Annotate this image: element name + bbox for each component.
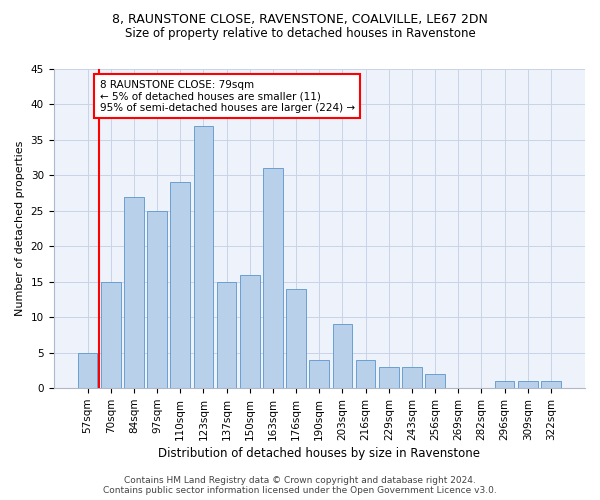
Bar [194,126,213,388]
Bar [495,381,514,388]
Bar [101,282,121,388]
Bar [147,211,167,388]
Bar [240,274,260,388]
Bar [124,196,144,388]
Text: Contains public sector information licensed under the Open Government Licence v3: Contains public sector information licen… [103,486,497,495]
Bar [356,360,376,388]
Text: Contains HM Land Registry data © Crown copyright and database right 2024.: Contains HM Land Registry data © Crown c… [124,476,476,485]
Bar [286,289,306,388]
Bar [263,168,283,388]
Bar [541,381,561,388]
Text: Size of property relative to detached houses in Ravenstone: Size of property relative to detached ho… [125,28,475,40]
Bar [217,282,236,388]
Text: 8 RAUNSTONE CLOSE: 79sqm
← 5% of detached houses are smaller (11)
95% of semi-de: 8 RAUNSTONE CLOSE: 79sqm ← 5% of detache… [100,80,355,113]
Bar [402,367,422,388]
Bar [518,381,538,388]
Bar [425,374,445,388]
Bar [332,324,352,388]
Bar [310,360,329,388]
Bar [170,182,190,388]
Bar [77,352,97,388]
Text: 8, RAUNSTONE CLOSE, RAVENSTONE, COALVILLE, LE67 2DN: 8, RAUNSTONE CLOSE, RAVENSTONE, COALVILL… [112,12,488,26]
X-axis label: Distribution of detached houses by size in Ravenstone: Distribution of detached houses by size … [158,447,480,460]
Y-axis label: Number of detached properties: Number of detached properties [15,141,25,316]
Bar [379,367,398,388]
